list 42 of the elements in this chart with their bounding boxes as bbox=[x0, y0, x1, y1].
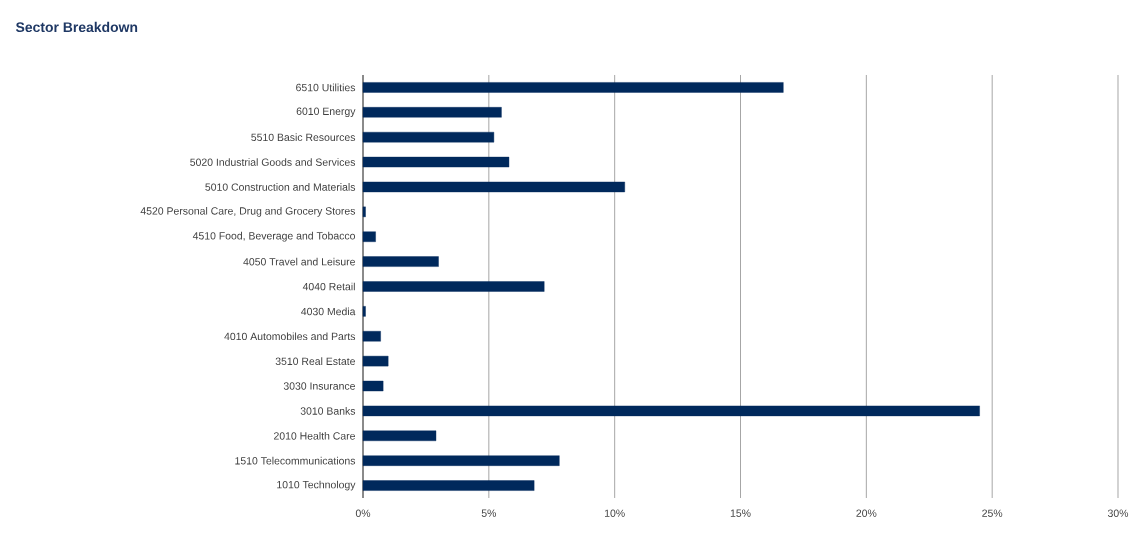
x-tick-label: 15% bbox=[730, 509, 751, 517]
bar bbox=[362, 430, 437, 441]
bar bbox=[362, 380, 384, 392]
bar bbox=[362, 156, 510, 168]
bar bbox=[362, 455, 560, 466]
y-tick-label: 2010 Health Care bbox=[274, 431, 355, 440]
bar bbox=[362, 256, 439, 267]
y-tick-label: 4510 Food, Beverage and Tobacco bbox=[192, 231, 356, 242]
bar bbox=[362, 131, 495, 143]
bar bbox=[362, 206, 366, 218]
y-tick-label: 5020 Industrial Goods and Services bbox=[190, 158, 356, 166]
y-tick-label: 3010 Banks bbox=[300, 407, 356, 415]
y-tick-label: 1510 Telecommunications bbox=[235, 456, 356, 465]
y-tick-label: 6510 Utilities bbox=[296, 83, 356, 92]
y-tick-label: 3510 Real Estate bbox=[275, 357, 355, 365]
bar bbox=[362, 231, 376, 242]
bar bbox=[362, 331, 381, 342]
x-tick-label: 20% bbox=[856, 509, 877, 517]
y-tick-label: 4520 Personal Care, Drug and Grocery Stores bbox=[140, 206, 356, 217]
bar bbox=[362, 355, 389, 367]
x-tick-label: 10% bbox=[605, 509, 625, 517]
x-tick-label: 30% bbox=[1107, 509, 1129, 517]
bar bbox=[362, 181, 625, 193]
y-tick-label: 3030 Insurance bbox=[283, 382, 355, 390]
bar bbox=[362, 82, 784, 93]
x-tick-label: 25% bbox=[982, 509, 1003, 517]
y-tick-label: 4030 Media bbox=[301, 307, 356, 316]
text: Sector Breakdown bbox=[15, 21, 138, 33]
bar bbox=[362, 306, 366, 317]
bar bbox=[362, 405, 980, 417]
y-tick-label: 1010 Technology bbox=[277, 480, 356, 491]
x-tick-label: 5% bbox=[481, 509, 497, 517]
bar bbox=[362, 281, 545, 292]
y-tick-label: 5510 Basic Resources bbox=[251, 133, 356, 142]
y-tick-label: 4050 Travel and Leisure bbox=[243, 257, 355, 266]
y-tick-label: 6010 Energy bbox=[296, 107, 356, 118]
y-tick-label: 4040 Retail bbox=[302, 282, 355, 291]
bar bbox=[362, 480, 535, 491]
y-tick-label: 5010 Construction and Materials bbox=[205, 183, 356, 191]
x-tick-label: 0% bbox=[355, 509, 371, 517]
y-tick-label: 4010 Automobiles and Parts bbox=[224, 332, 356, 341]
bar bbox=[362, 107, 502, 118]
